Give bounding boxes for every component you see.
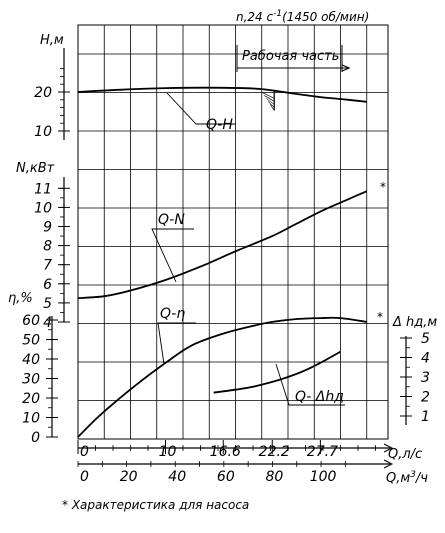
- n-tick-label: 9: [43, 220, 52, 236]
- h-axis-label: H,м: [40, 33, 64, 48]
- q-n-label: Q-N: [158, 212, 185, 228]
- working-point-hatch: [268, 101, 275, 108]
- q-tick-label: 0: [80, 444, 89, 460]
- q-tick-label: 22.2: [259, 444, 290, 460]
- footnote: * Характеристика для насоса: [62, 498, 250, 512]
- n-tick-label: 5: [43, 296, 52, 312]
- q-n-label-leader: [151, 228, 194, 283]
- dh-tick-label: 5: [421, 331, 430, 347]
- dh-axis-label: Δ hд,м: [392, 315, 437, 330]
- n-tick-label: 6: [43, 277, 52, 293]
- qm3-tick-label: 80: [266, 469, 284, 485]
- q-tick-label: 10: [159, 444, 177, 460]
- eta-tick-label: 20: [22, 391, 40, 407]
- speed-label: n,24 c-1(1450 об/мин): [236, 9, 369, 24]
- n-axis-label: N,кВт: [16, 161, 55, 176]
- q-axis-arrow: [383, 443, 394, 453]
- dh-tick-label: 1: [421, 409, 430, 425]
- q-dh-label-leader: [275, 363, 345, 406]
- eta-axis-label: η,%: [8, 291, 33, 306]
- working-point-hatch: [270, 104, 275, 111]
- qm3-tick-label: 60: [217, 469, 235, 485]
- working-point-hatch: [262, 92, 275, 99]
- qm3-tick-label: 100: [310, 469, 337, 485]
- q-tick-label: 27.7: [307, 444, 338, 460]
- working-point-hatch: [266, 98, 275, 105]
- qm3-axis-label: Q,м3/ч: [386, 470, 428, 486]
- q-eta-curve: [77, 316, 367, 438]
- qm3-tick-label: 0: [80, 469, 89, 485]
- q-h-curve: [77, 86, 367, 103]
- dh-tick-label: 3: [421, 370, 430, 386]
- dh-tick-label: 4: [421, 351, 430, 367]
- q-dh-label: Q- Δhд: [295, 389, 344, 405]
- eta-tick-label: 30: [22, 372, 40, 388]
- q-eta-label-leader: [157, 322, 196, 365]
- working-range-label: Рабочая часть: [242, 49, 339, 64]
- series-layer: [77, 86, 368, 438]
- working-range-arrow: [342, 64, 351, 72]
- q-eta-asterisk: *: [377, 310, 383, 324]
- n-tick-label: 10: [34, 200, 52, 216]
- eta-tick-label: 50: [22, 333, 40, 349]
- qm3-tick-label: 20: [120, 469, 138, 485]
- qm3-tick-label: 40: [168, 469, 186, 485]
- n-tick-label: 4: [43, 315, 52, 331]
- qm3-axis-arrow: [383, 459, 394, 469]
- q-h-label: Q-H: [206, 117, 233, 133]
- eta-tick-label: 60: [22, 313, 40, 329]
- eta-tick-label: 10: [22, 411, 40, 427]
- h-tick-label: 20: [34, 85, 52, 101]
- q-h-label-leader: [166, 92, 236, 125]
- working-point-hatch: [264, 95, 275, 102]
- q-n-asterisk: *: [380, 180, 386, 194]
- q-axis-label: Q,л/с: [388, 447, 422, 462]
- q-tick-label: 16.6: [210, 444, 241, 460]
- n-tick-label: 11: [34, 181, 52, 197]
- eta-tick-label: 40: [22, 352, 40, 368]
- eta-tick-label: 0: [31, 430, 40, 446]
- dh-tick-label: 2: [421, 390, 430, 406]
- n-tick-label: 7: [43, 258, 52, 274]
- q-eta-label: Q-η: [160, 306, 185, 322]
- labels-layer: H,м N,кВт η,% Δ hд,м Q,л/с Q,м3/ч Q-H Q-N Q-η Q- …: [8, 33, 437, 486]
- q-n-curve: [77, 190, 368, 299]
- q-dh-curve: [213, 350, 341, 394]
- h-tick-label: 10: [34, 124, 52, 140]
- n-tick-label: 8: [43, 239, 52, 255]
